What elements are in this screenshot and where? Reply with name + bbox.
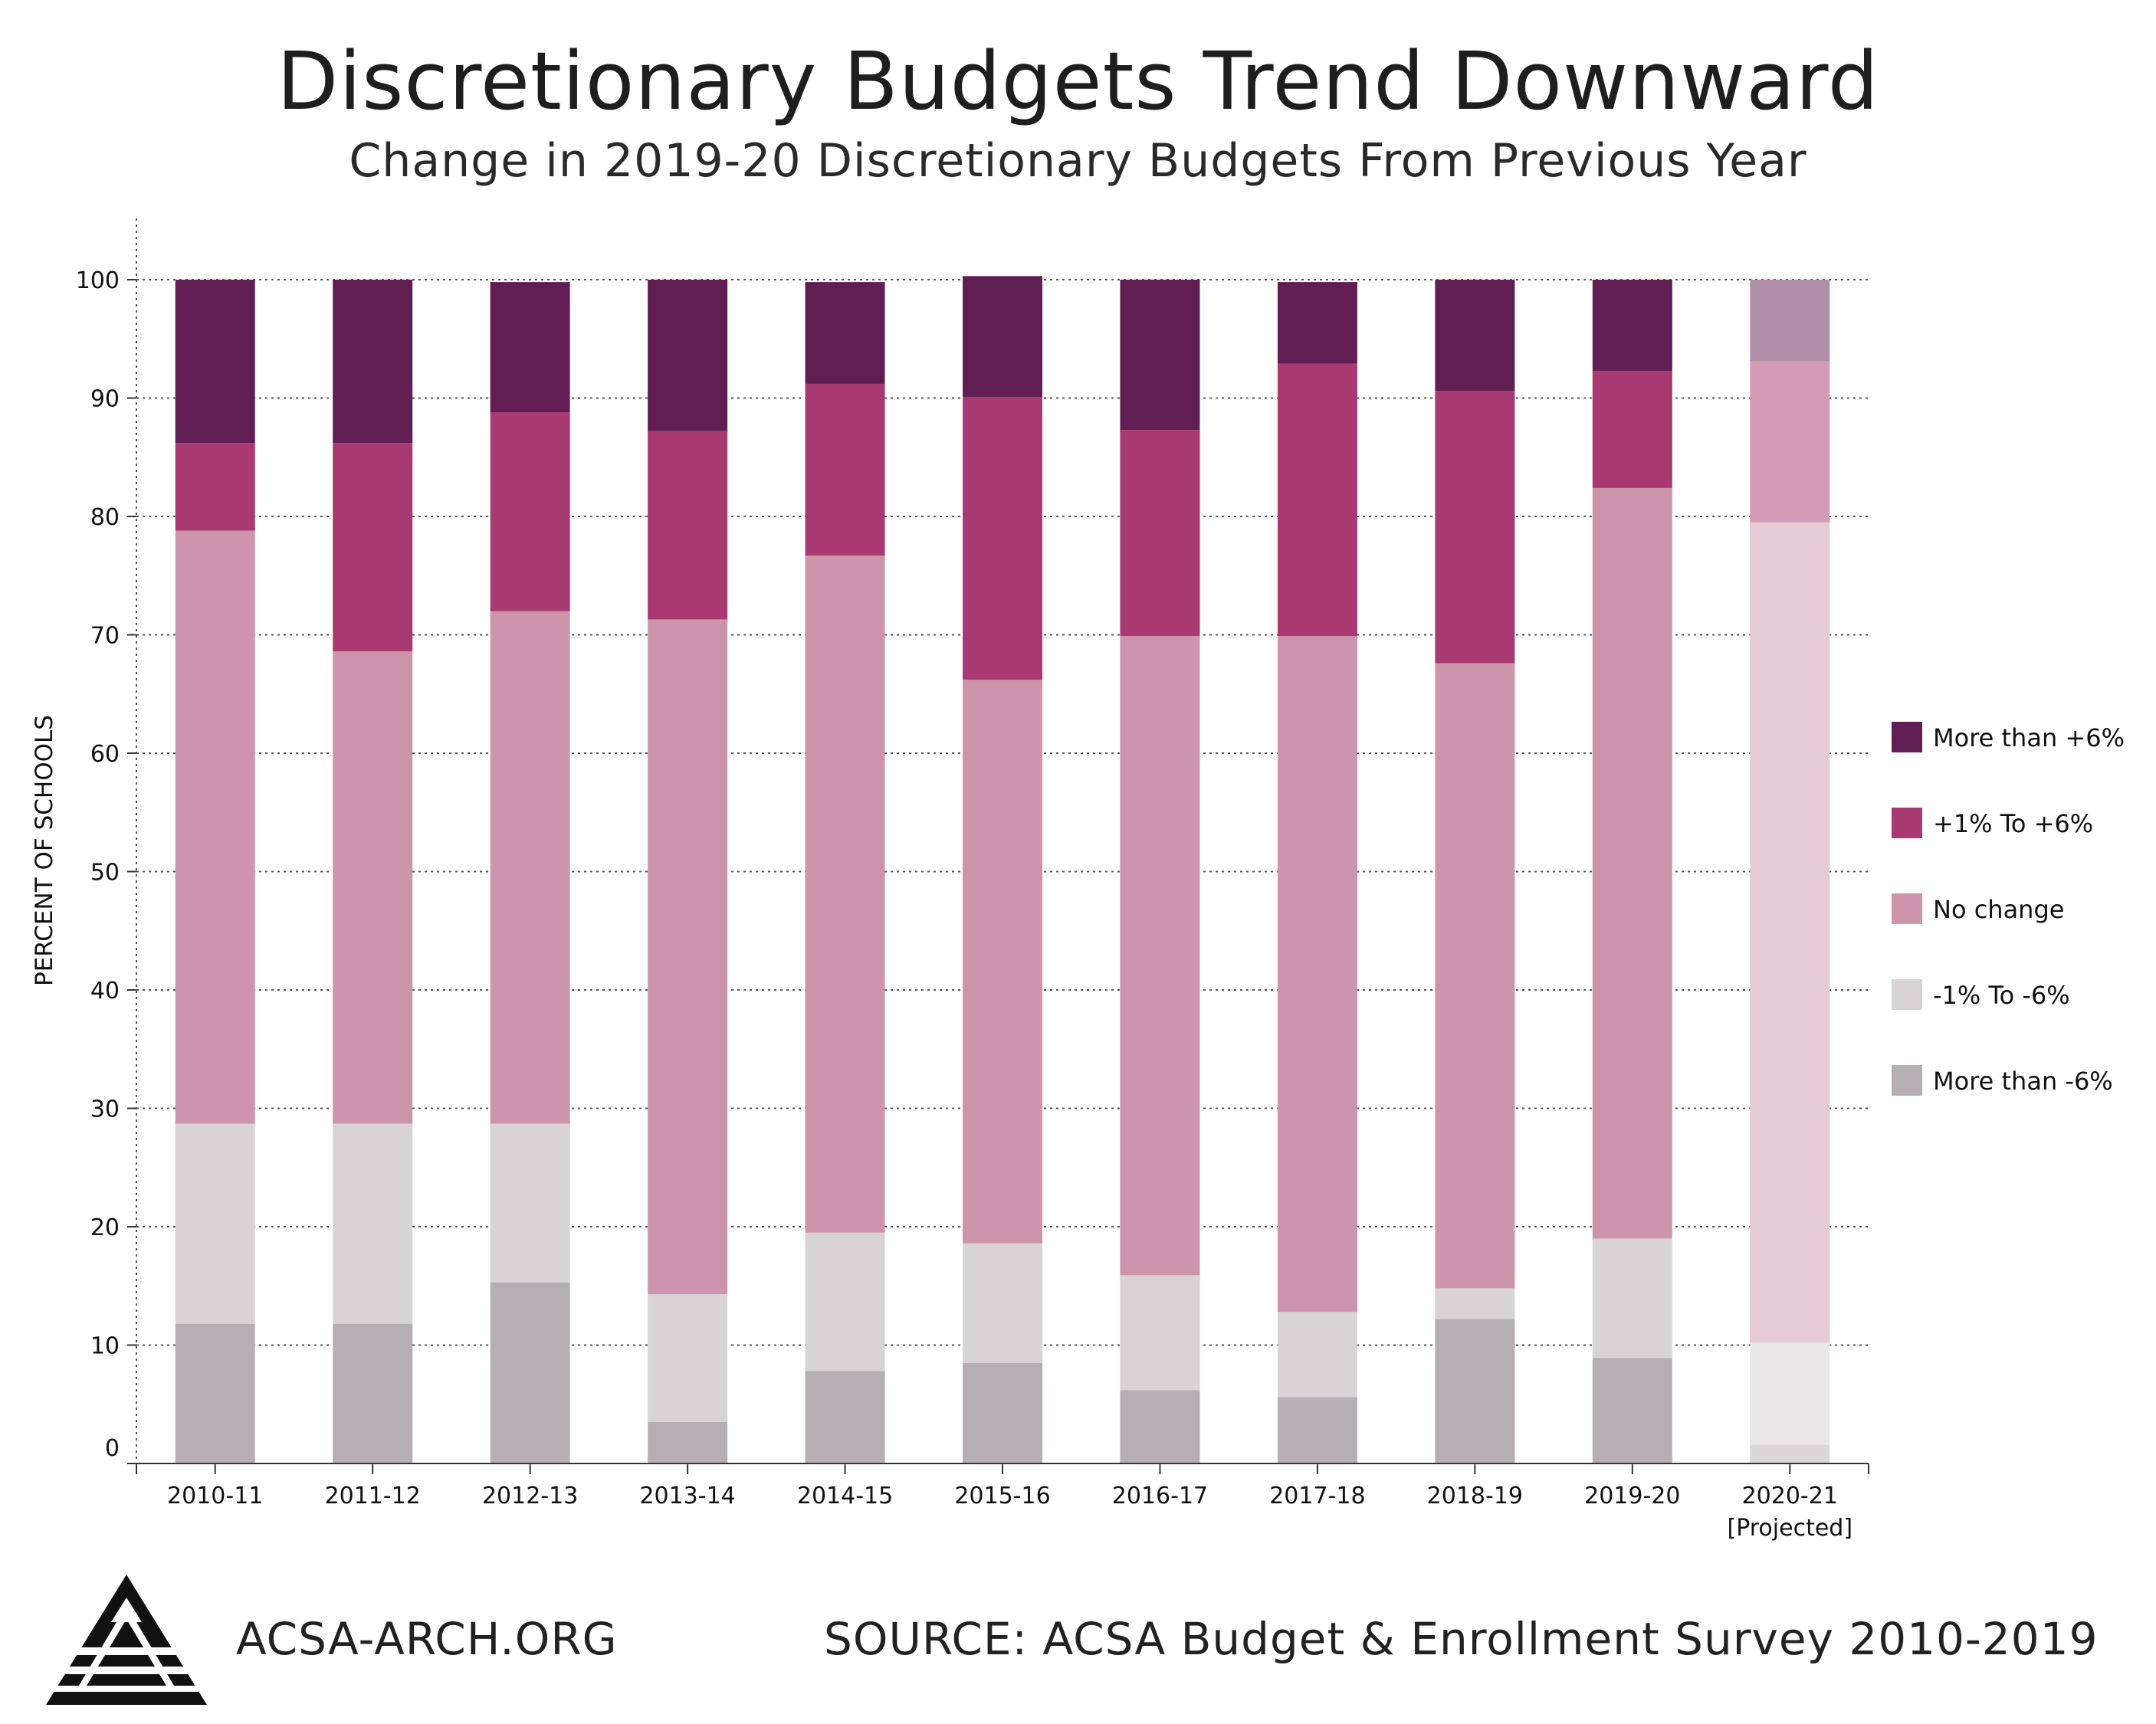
bar-segment — [1435, 391, 1515, 664]
bar-segment — [648, 619, 728, 1295]
legend-swatch — [1892, 1065, 1922, 1096]
bar-segment — [175, 280, 255, 444]
bar-segment — [490, 282, 570, 413]
bar-segment — [1120, 280, 1200, 431]
bar-segment — [1435, 663, 1515, 1289]
tick-labels: 0 10 20 30 40 50 60 70 80 90 100 2010-11 2011-12 2012… — [76, 267, 1852, 1542]
acsa-triangle-logo-icon — [46, 1575, 207, 1705]
bar-segment — [1750, 280, 1830, 362]
x-tick-label: 2012-13 — [482, 1483, 578, 1509]
bar-segment — [963, 1362, 1042, 1463]
x-tick-label: 2015-16 — [954, 1483, 1050, 1509]
bars — [175, 276, 1830, 1463]
bar-segment — [490, 1282, 570, 1463]
x-tick-label: 2017-18 — [1269, 1483, 1365, 1509]
bar-segment — [648, 431, 728, 620]
axes — [127, 218, 1869, 1474]
bar-segment — [1592, 370, 1672, 488]
bar-segment — [1750, 1342, 1830, 1445]
x-tick-label: 2020-21 — [1742, 1483, 1838, 1509]
bar-segment — [648, 280, 728, 431]
bar-segment — [1277, 636, 1357, 1313]
bar-segment — [1592, 1238, 1672, 1359]
bar-segment — [1120, 1390, 1200, 1463]
legend-label: No change — [1933, 895, 2064, 924]
x-tick-label: 2018-19 — [1427, 1483, 1523, 1509]
y-tick-label: 100 — [76, 267, 120, 294]
bar-segment — [490, 412, 570, 611]
bar-segment — [648, 1294, 728, 1422]
y-tick-label: 80 — [90, 504, 120, 531]
bar-segment — [963, 276, 1042, 397]
y-tick-label: 20 — [90, 1214, 120, 1241]
bar-segment — [805, 555, 885, 1233]
bar-segment — [1277, 1397, 1357, 1463]
bar-segment — [333, 280, 413, 444]
bar-segment — [805, 1232, 885, 1372]
y-tick-label: 60 — [90, 741, 120, 768]
bar-segment — [490, 1123, 570, 1283]
footer-source: SOURCE: ACSA Budget & Enrollment Survey … — [824, 1613, 2099, 1665]
bar-segment — [648, 1421, 728, 1463]
bar-segment — [175, 1323, 255, 1463]
x-tick-label: 2013-14 — [639, 1483, 735, 1509]
bar-segment — [1750, 522, 1830, 1343]
x-tick-note: [Projected] — [1727, 1515, 1852, 1542]
footer-site: ACSA-ARCH.ORG — [236, 1613, 618, 1665]
bar-segment — [175, 443, 255, 531]
legend-label: -1% To -6% — [1933, 981, 2070, 1010]
bar-segment — [333, 1123, 413, 1324]
bar-segment — [1435, 280, 1515, 392]
bar-segment — [1277, 1312, 1357, 1398]
bar-segment — [333, 651, 413, 1124]
legend-swatch — [1892, 893, 1922, 924]
bar-segment — [175, 1123, 255, 1324]
x-tick-label: 2016-17 — [1112, 1483, 1208, 1509]
legend-label: More than -6% — [1933, 1067, 2113, 1096]
legend: More than +6% +1% To +6% No change -1% To -… — [1892, 722, 2125, 1096]
bar-segment — [1750, 361, 1830, 523]
bar-segment — [1120, 636, 1200, 1276]
chart-title: Discretionary Budgets Trend Downward — [277, 34, 1879, 128]
y-tick-label: 30 — [90, 1096, 120, 1123]
y-tick-label: 90 — [90, 386, 120, 413]
bar-segment — [1277, 363, 1357, 637]
x-tick-label: 2010-11 — [167, 1483, 263, 1509]
chart-subtitle: Change in 2019-20 Discretionary Budgets … — [349, 134, 1807, 188]
legend-swatch — [1892, 979, 1922, 1010]
y-tick-label: 50 — [90, 860, 120, 887]
bar-segment — [333, 1323, 413, 1463]
x-tick-label: 2014-15 — [797, 1483, 893, 1509]
bar-segment — [963, 680, 1042, 1244]
bar-segment — [175, 530, 255, 1124]
bar-segment — [1120, 430, 1200, 637]
legend-label: +1% To +6% — [1933, 809, 2093, 838]
x-tick-label: 2019-20 — [1584, 1483, 1680, 1509]
bar-segment — [1435, 1288, 1515, 1319]
bar-segment — [1277, 282, 1357, 364]
bar-segment — [805, 282, 885, 384]
bar-segment — [963, 1243, 1042, 1363]
bar-segment — [1592, 487, 1672, 1239]
bar-segment — [1592, 1358, 1672, 1463]
bar-segment — [1592, 280, 1672, 371]
bar-segment — [333, 443, 413, 652]
legend-swatch — [1892, 808, 1922, 838]
y-tick-label: 40 — [90, 978, 120, 1005]
bar-segment — [1120, 1275, 1200, 1391]
legend-label: More than +6% — [1933, 723, 2125, 752]
y-tick-label: 70 — [90, 623, 120, 650]
bar-segment — [490, 611, 570, 1124]
bar-segment — [805, 1371, 885, 1463]
y-tick-label: 0 — [105, 1435, 120, 1462]
bar-segment — [1750, 1444, 1830, 1463]
legend-swatch — [1892, 722, 1922, 752]
bar-segment — [963, 396, 1042, 680]
bar-segment — [1435, 1319, 1515, 1463]
x-tick-label: 2011-12 — [325, 1483, 421, 1509]
y-axis-label: PERCENT OF SCHOOLS — [31, 715, 58, 986]
bar-segment — [805, 383, 885, 556]
y-tick-label: 10 — [90, 1333, 120, 1360]
